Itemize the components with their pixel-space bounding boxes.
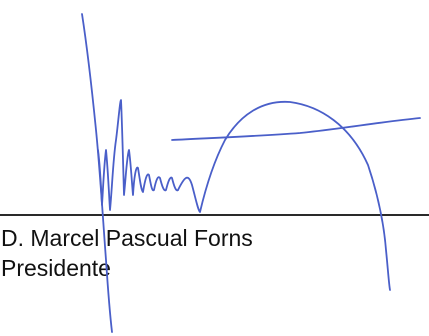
signature-stroke-main (81, 13, 113, 333)
signature-stroke-hook (177, 101, 391, 291)
signature-stroke-scribble (97, 99, 179, 211)
signature-line (0, 214, 429, 216)
signer-title: Presidente (1, 255, 111, 281)
signer-name: D. Marcel Pascual Forns (1, 225, 253, 251)
signature-stroke-flourish (171, 117, 421, 141)
